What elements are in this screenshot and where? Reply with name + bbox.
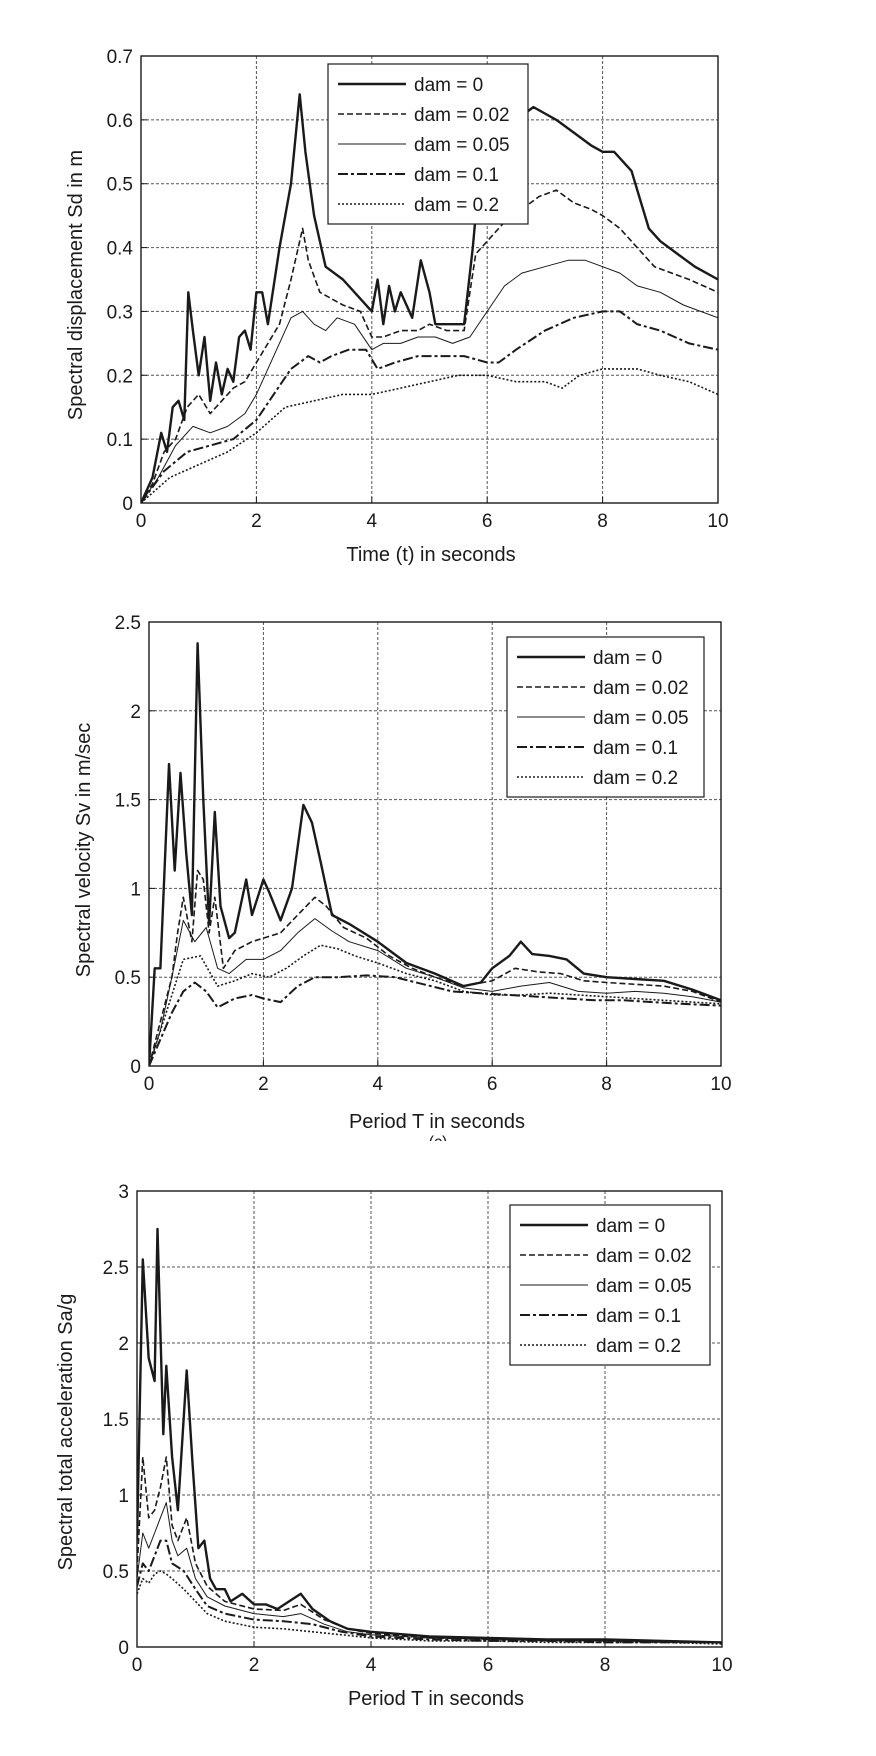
legend-label: dam = 0.2 — [596, 1336, 681, 1357]
legend-label: dam = 0.2 — [593, 768, 678, 789]
series-line-2 — [141, 259, 718, 503]
y-tick-label: 2 — [130, 702, 141, 723]
y-tick-label: 0.4 — [107, 239, 134, 260]
x-tick-label: 2 — [249, 1655, 260, 1676]
series-line-0 — [149, 642, 721, 1066]
y-tick-label: 0.2 — [107, 366, 133, 387]
y-tick-label: 0.1 — [107, 430, 133, 451]
x-tick-label: 10 — [707, 511, 728, 532]
series-line-0 — [137, 1227, 722, 1644]
x-tick-label: 0 — [144, 1074, 155, 1095]
series-line-4 — [141, 368, 718, 503]
x-tick-label: 8 — [597, 511, 608, 532]
y-tick-label: 0.5 — [103, 1562, 129, 1583]
series-group — [141, 93, 718, 503]
y-tick-label: 0 — [130, 1057, 141, 1078]
x-axis-label: Period T in seconds — [349, 1111, 525, 1133]
y-tick-label: 0.5 — [107, 175, 133, 196]
x-tick-label: 2 — [251, 511, 262, 532]
y-tick-label: 1.5 — [103, 1410, 129, 1431]
velocity-chart: Period T in seconds Spectral velocity Sv… — [73, 613, 732, 1151]
x-tick-label: 8 — [601, 1074, 612, 1095]
legend-label: dam = 0.2 — [414, 195, 499, 216]
x-tick-label: 8 — [600, 1655, 611, 1676]
legend-label: dam = 0.1 — [414, 165, 499, 186]
displacement-chart: Time (t) in seconds Spectral displacemen… — [65, 47, 729, 566]
y-axis-label: Spectral total acceleration Sa/g — [55, 1294, 77, 1571]
x-tick-label: 4 — [366, 1655, 377, 1676]
legend: dam = 0 dam = 0.02 dam = 0.05 dam = 0.1 dam … — [509, 1204, 711, 1366]
series-line-3 — [141, 310, 718, 503]
y-tick-label: 2.5 — [103, 1258, 129, 1279]
legend-label: dam = 0 — [414, 75, 483, 96]
stray-mark: (c) — [429, 1134, 448, 1151]
y-axis-label: Spectral displacement Sd in m — [65, 150, 87, 420]
legend-label: dam = 0.02 — [596, 1246, 692, 1267]
legend-label: dam = 0 — [596, 1216, 665, 1237]
plot-frame — [148, 621, 722, 1067]
x-tick-label: 4 — [367, 511, 378, 532]
x-axis-label: Time (t) in seconds — [346, 544, 515, 566]
x-tick-label: 2 — [258, 1074, 269, 1095]
legend-label: dam = 0.05 — [414, 135, 510, 156]
y-tick-label: 3 — [118, 1182, 129, 1203]
series-line-3 — [149, 974, 721, 1066]
y-tick-label: 0.6 — [107, 111, 133, 132]
y-tick-label: 1 — [118, 1486, 129, 1507]
legend-label: dam = 0 — [593, 648, 662, 669]
series-line-4 — [149, 944, 721, 1066]
y-tick-label: 0 — [122, 494, 133, 515]
x-tick-label: 0 — [132, 1655, 143, 1676]
legend-label: dam = 0.05 — [596, 1276, 692, 1297]
series-line-1 — [141, 189, 718, 503]
legend: dam = 0 dam = 0.02 dam = 0.05 dam = 0.1 dam … — [327, 63, 529, 225]
y-tick-label: 0.5 — [115, 968, 141, 989]
legend-label: dam = 0.02 — [414, 105, 510, 126]
acceleration-chart: Period T in seconds Spectral total accel… — [55, 1182, 733, 1710]
legend-label: dam = 0.1 — [596, 1306, 681, 1327]
y-tick-label: 0.3 — [107, 302, 133, 323]
y-tick-label: 0 — [118, 1638, 129, 1659]
series-line-4 — [137, 1570, 722, 1645]
legend-label: dam = 0.05 — [593, 708, 689, 729]
grid — [141, 56, 718, 503]
x-tick-label: 10 — [711, 1655, 732, 1676]
grid — [137, 1191, 722, 1647]
x-tick-label: 4 — [373, 1074, 384, 1095]
y-tick-label: 0.7 — [107, 47, 133, 68]
x-tick-label: 0 — [136, 511, 147, 532]
y-tick-label: 1.5 — [115, 791, 141, 812]
y-tick-label: 1 — [130, 879, 141, 900]
y-tick-label: 2 — [118, 1334, 129, 1355]
series-line-1 — [149, 869, 721, 1066]
legend-label: dam = 0.02 — [593, 678, 689, 699]
x-tick-label: 6 — [482, 511, 493, 532]
series-line-0 — [141, 93, 718, 503]
legend: dam = 0 dam = 0.02 dam = 0.05 dam = 0.1 dam … — [506, 636, 705, 798]
y-axis-label: Spectral velocity Sv in m/sec — [73, 723, 95, 978]
series-group — [149, 642, 721, 1066]
y-tick-label: 2.5 — [115, 613, 141, 634]
x-tick-label: 10 — [710, 1074, 731, 1095]
x-axis-label: Period T in seconds — [348, 1688, 524, 1710]
x-tick-label: 6 — [487, 1074, 498, 1095]
series-group — [137, 1227, 722, 1645]
x-tick-label: 6 — [483, 1655, 494, 1676]
legend-label: dam = 0.1 — [593, 738, 678, 759]
series-line-2 — [137, 1502, 722, 1643]
series-line-2 — [149, 918, 721, 1066]
series-line-1 — [137, 1456, 722, 1644]
